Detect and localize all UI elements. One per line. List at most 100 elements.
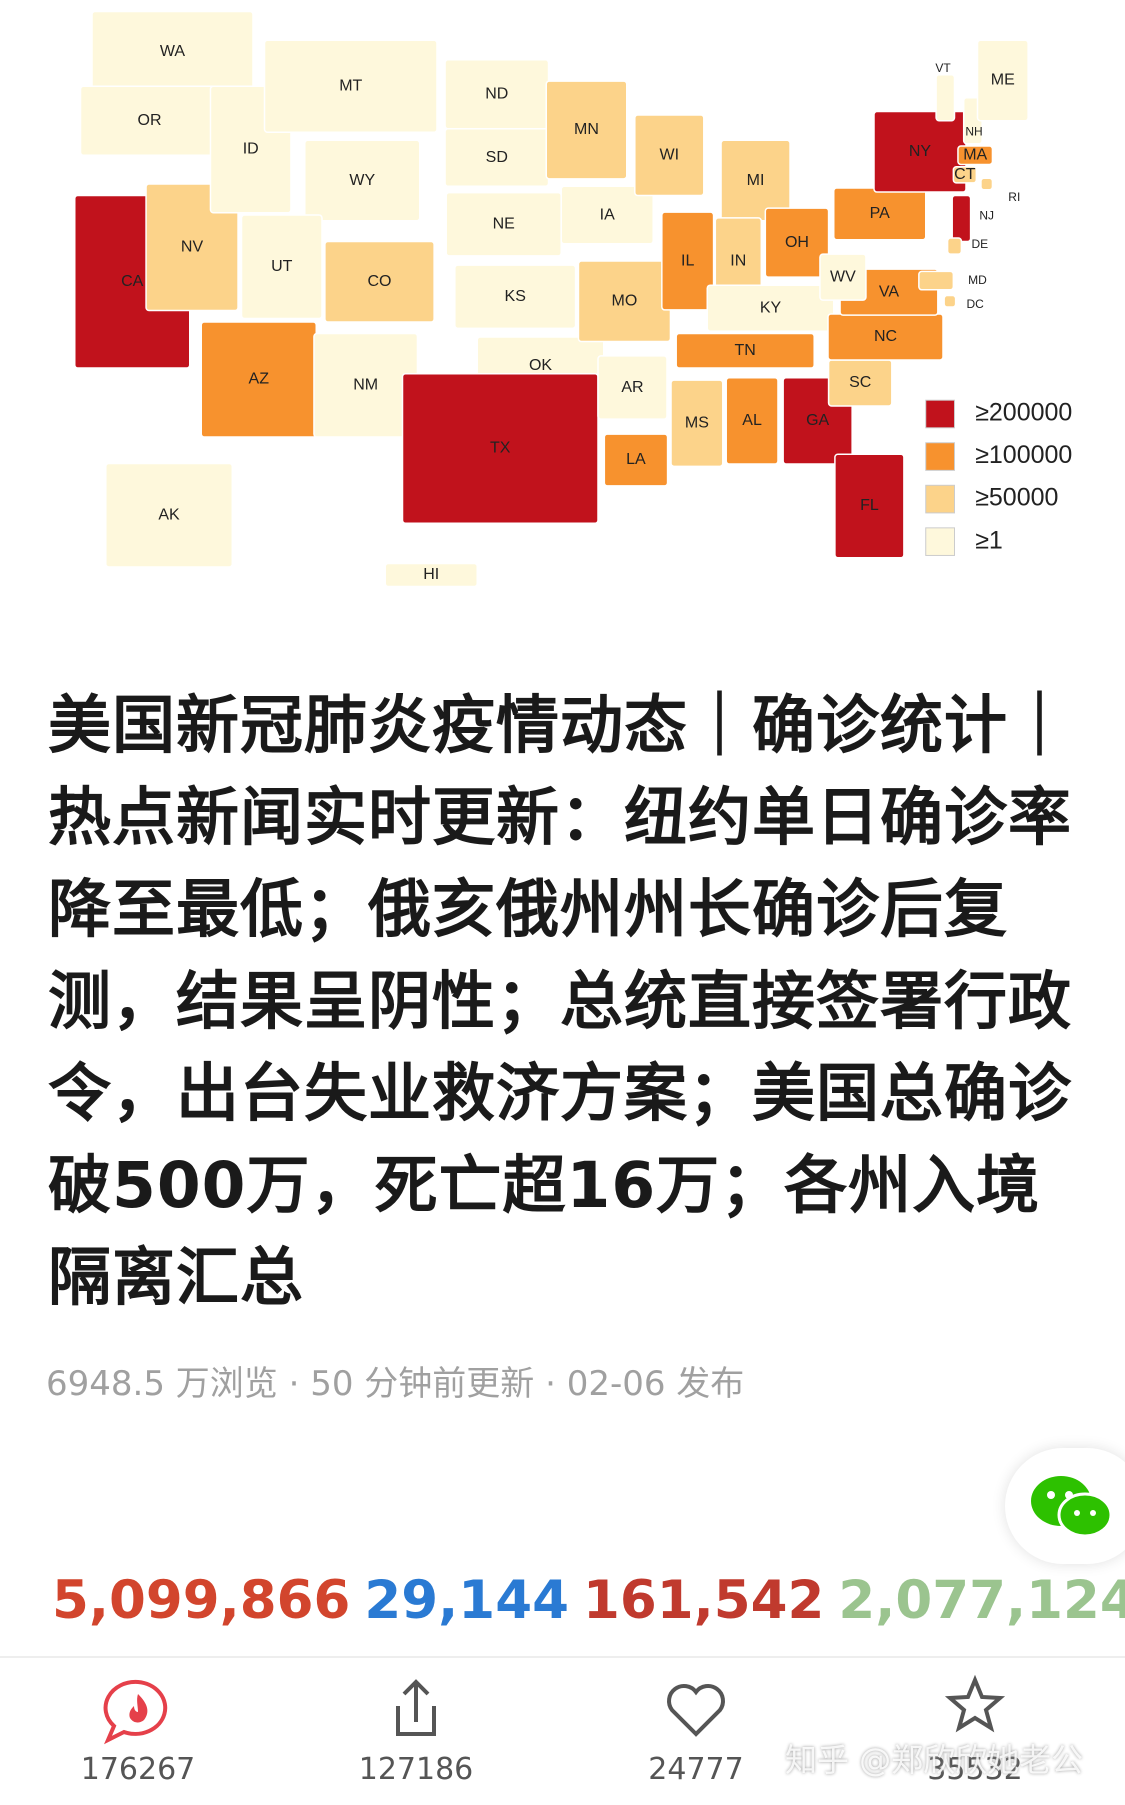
state bbox=[324, 240, 435, 323]
state-label: MA bbox=[963, 146, 987, 163]
stats-row: 5,099,866 29,144 161,542 2,077,124 bbox=[52, 1570, 1125, 1631]
like-count: 24777 bbox=[648, 1752, 744, 1787]
state-label: SC bbox=[849, 374, 871, 391]
hot-count: 176267 bbox=[80, 1752, 196, 1787]
state bbox=[946, 237, 963, 255]
toolbar bbox=[0, 1656, 1125, 1805]
state-label: NC bbox=[874, 328, 897, 345]
state-label: WA bbox=[160, 43, 186, 60]
state-label: FL bbox=[860, 497, 879, 514]
state bbox=[145, 183, 239, 312]
state bbox=[675, 332, 815, 369]
article-title: 美国新冠肺炎疫情动态｜确诊统计｜热点新闻实时更新：纽约单日确诊率降至最低；俄亥俄… bbox=[48, 689, 1072, 1314]
state-label: RI bbox=[1008, 190, 1020, 204]
state-label: AR bbox=[621, 379, 643, 396]
state-label: UT bbox=[271, 258, 293, 275]
state-label: NJ bbox=[979, 208, 994, 222]
state-label: PA bbox=[870, 205, 890, 222]
state-label: CO bbox=[368, 273, 392, 290]
state bbox=[980, 177, 994, 191]
legend-swatch bbox=[925, 442, 955, 471]
state bbox=[819, 253, 867, 301]
state-label: OH bbox=[785, 234, 809, 251]
state bbox=[105, 462, 234, 568]
state-label: NV bbox=[181, 238, 204, 255]
state bbox=[670, 379, 724, 468]
state bbox=[661, 211, 715, 311]
legend-swatch bbox=[925, 484, 955, 514]
state bbox=[725, 377, 779, 465]
state-label: NM bbox=[353, 376, 378, 393]
state-label: WV bbox=[830, 268, 856, 285]
state bbox=[952, 166, 978, 184]
stat-number: 2,077,124 bbox=[838, 1570, 1125, 1631]
legend-label: ≥1 bbox=[975, 526, 1003, 554]
state-label: SD bbox=[486, 149, 508, 166]
state bbox=[240, 214, 323, 320]
state bbox=[764, 207, 830, 278]
state bbox=[634, 114, 705, 197]
watermark: 知乎 @郑欣欣她老公 bbox=[785, 1741, 1084, 1779]
state-label: AK bbox=[158, 506, 180, 523]
state-label: MI bbox=[747, 172, 765, 189]
share-count: 127186 bbox=[358, 1752, 474, 1787]
wechat-share-button[interactable] bbox=[1005, 1448, 1125, 1564]
state-label: VA bbox=[879, 283, 899, 300]
state-label: DE bbox=[971, 237, 988, 251]
state-label: IL bbox=[681, 252, 694, 269]
state bbox=[834, 453, 905, 559]
favorite-button[interactable] bbox=[944, 1674, 1006, 1733]
state-label: AZ bbox=[249, 371, 270, 388]
state-label: MT bbox=[339, 77, 362, 94]
state bbox=[935, 74, 956, 122]
state bbox=[603, 433, 669, 487]
state bbox=[957, 145, 994, 166]
state-label: MN bbox=[574, 121, 599, 138]
article-meta: 6948.5 万浏览 · 50 分钟前更新 · 02-06 发布 bbox=[46, 1364, 745, 1404]
state-label: TN bbox=[735, 342, 756, 359]
state bbox=[918, 270, 955, 291]
state-label: NH bbox=[965, 124, 982, 138]
state-label: TX bbox=[490, 440, 511, 457]
state-label: AL bbox=[742, 412, 762, 429]
share-button[interactable] bbox=[396, 1679, 436, 1736]
state-label: KS bbox=[505, 288, 526, 305]
state bbox=[951, 194, 972, 243]
state-label: ME bbox=[991, 72, 1015, 89]
wechat-icon bbox=[1031, 1476, 1113, 1538]
state-label: GA bbox=[806, 412, 829, 429]
toolbar-icons bbox=[103, 1674, 1006, 1745]
legend-swatch bbox=[925, 527, 955, 556]
state-label: CA bbox=[121, 273, 144, 290]
state bbox=[384, 562, 478, 588]
stat-number: 5,099,866 bbox=[52, 1570, 351, 1631]
state bbox=[304, 139, 421, 222]
state-label: KY bbox=[760, 299, 782, 316]
state bbox=[597, 355, 668, 420]
stat-number: 29,144 bbox=[364, 1570, 569, 1631]
state-label: NE bbox=[493, 215, 515, 232]
favorite-count: 35532 bbox=[927, 1752, 1023, 1787]
state bbox=[454, 264, 577, 330]
like-button[interactable] bbox=[667, 1684, 725, 1737]
state-label: NY bbox=[909, 143, 932, 160]
state-label: OR bbox=[138, 112, 162, 129]
state-label: CT bbox=[954, 166, 976, 183]
state-label: IA bbox=[600, 206, 615, 223]
legend-label: ≥100000 bbox=[975, 441, 1072, 469]
legend-swatch bbox=[925, 399, 955, 429]
legend-label: ≥50000 bbox=[975, 484, 1058, 512]
state bbox=[706, 284, 835, 332]
state-label: IN bbox=[730, 252, 746, 269]
stat-number: 161,542 bbox=[582, 1570, 825, 1631]
state-label: MO bbox=[612, 293, 638, 310]
state-label: LA bbox=[626, 451, 646, 468]
state-label: MS bbox=[685, 414, 709, 431]
hot-button[interactable] bbox=[103, 1679, 168, 1745]
state bbox=[560, 185, 654, 245]
state-label: HI bbox=[423, 566, 439, 583]
state-label: WI bbox=[660, 146, 680, 163]
state bbox=[545, 80, 628, 180]
state bbox=[943, 294, 957, 308]
